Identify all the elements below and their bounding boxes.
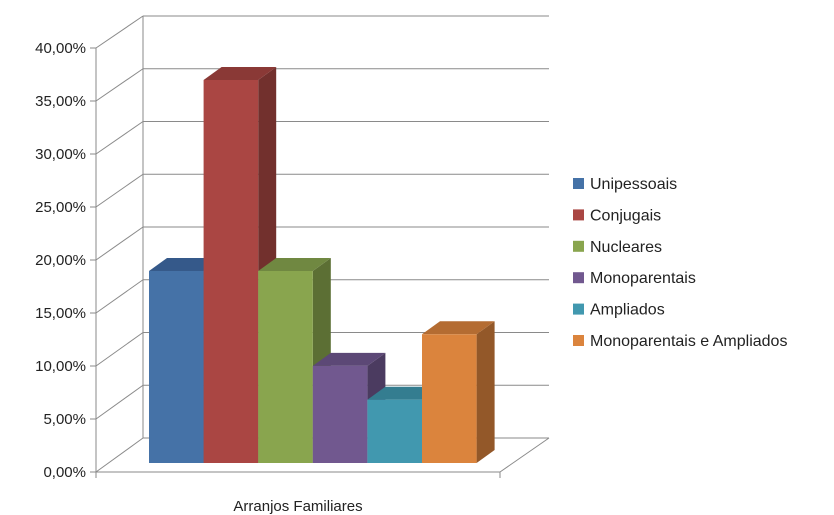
legend-swatch	[573, 335, 584, 346]
x-category-label: Arranjos Familiares	[233, 498, 362, 515]
y-tick-label: 0,00%	[43, 464, 86, 481]
legend-item: Monoparentais e Ampliados	[573, 333, 787, 350]
gridline-side	[95, 384, 144, 420]
bar-monoparentais-e-ampliados	[422, 321, 495, 463]
bar-top	[149, 257, 222, 271]
bars	[149, 67, 495, 463]
legend-item: Monoparentais	[573, 270, 696, 287]
legend-label: Conjugais	[590, 207, 661, 224]
x-axis-categories: Arranjos Familiares	[233, 498, 362, 515]
legend-item: Nucleares	[573, 239, 662, 256]
y-tick-label: 10,00%	[35, 358, 86, 375]
bar-front	[203, 80, 259, 463]
bar-top	[258, 257, 331, 271]
legend-item: Unipessoais	[573, 176, 677, 193]
legend-swatch	[573, 303, 584, 315]
legend-label: Unipessoais	[590, 176, 677, 193]
gridline-side	[95, 332, 144, 367]
y-tick-label: 15,00%	[35, 305, 86, 322]
gridline-side	[95, 68, 144, 102]
bar-front	[422, 334, 477, 463]
y-tick-label: 25,00%	[35, 199, 86, 216]
y-tick-label: 5,00%	[43, 411, 86, 428]
legend-label: Monoparentais e Ampliados	[590, 333, 787, 350]
bar-front	[367, 399, 422, 463]
legend: Unipessoais Conjugais Nucleares Monoparenta…	[573, 176, 787, 350]
bar-top	[422, 321, 495, 335]
legend-label: Ampliados	[590, 302, 665, 319]
legend-swatch	[573, 240, 584, 252]
bar-top	[203, 67, 277, 80]
y-axis-ticks: 0,00% 5,00% 10,00% 15,00% 20,00% 25,00% 30,00%…	[35, 40, 86, 481]
legend-label: Monoparentais	[590, 270, 696, 287]
legend-swatch	[573, 209, 584, 221]
y-tick-label: 30,00%	[35, 146, 86, 163]
y-tick-label: 40,00%	[35, 40, 86, 57]
y-tick-label: 35,00%	[35, 93, 86, 110]
gridline-side	[95, 173, 144, 208]
bar-front	[258, 270, 313, 463]
bar-side	[476, 321, 495, 463]
legend-item: Ampliados	[573, 302, 665, 319]
floor-edge	[499, 437, 550, 473]
legend-label: Nucleares	[590, 239, 662, 256]
y-tick-label: 20,00%	[35, 252, 86, 269]
gridline-side	[95, 121, 144, 155]
bar-front	[312, 365, 368, 463]
gridline-side	[95, 15, 144, 49]
gridline-side	[95, 279, 144, 314]
legend-swatch	[573, 178, 584, 189]
legend-item: Conjugais	[573, 207, 661, 224]
bar-top	[312, 352, 386, 366]
bar-front	[149, 270, 204, 463]
gridline-side	[95, 437, 144, 473]
bar-top	[367, 386, 440, 400]
legend-swatch	[573, 272, 584, 284]
gridline-side	[95, 226, 144, 261]
